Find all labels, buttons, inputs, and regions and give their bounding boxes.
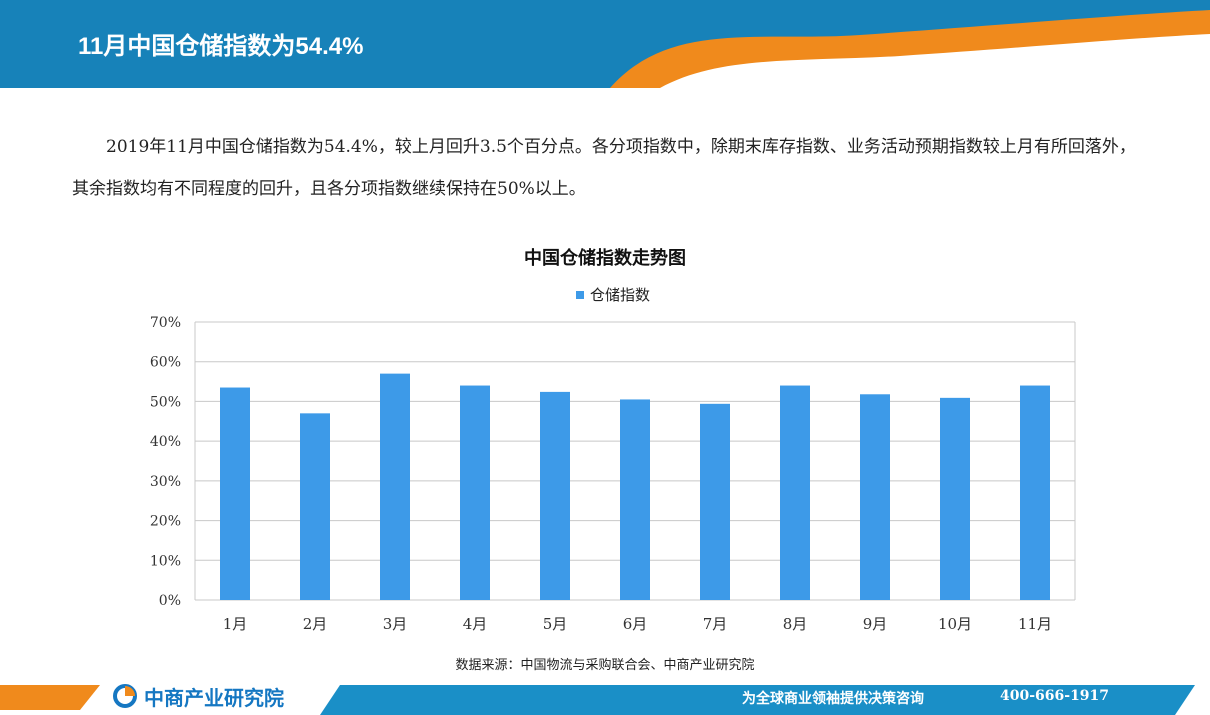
bar	[780, 385, 810, 600]
bar	[700, 403, 730, 600]
bar	[1020, 385, 1050, 600]
y-tick-label: 60%	[150, 355, 181, 371]
bar	[540, 391, 570, 600]
y-tick-label: 70%	[150, 315, 181, 331]
legend-swatch	[576, 290, 584, 299]
footer-background	[0, 685, 1195, 715]
bar	[220, 387, 250, 600]
chart-legend: 仓储指数	[576, 284, 650, 305]
y-tick-label: 30%	[150, 474, 181, 490]
bar	[620, 399, 650, 600]
bar	[460, 385, 490, 600]
legend-label: 仓储指数	[590, 286, 651, 304]
x-tick-label: 5月	[543, 615, 568, 633]
chart-title: 中国仓储指数走势图	[524, 248, 686, 269]
x-tick-label: 4月	[463, 615, 488, 633]
brand-name: 中商产业研究院	[144, 685, 284, 710]
bar	[940, 397, 970, 600]
bar	[380, 373, 410, 600]
x-tick-label: 6月	[623, 615, 648, 633]
header-background	[0, 0, 1210, 88]
footer-slogan: 为全球商业领袖提供决策咨询	[742, 691, 924, 707]
bar	[860, 394, 890, 600]
x-tick-label: 11月	[1018, 615, 1052, 633]
footer-bar	[0, 680, 1210, 715]
intro-paragraph: 2019年11月中国仓储指数为54.4%，较上月回升3.5个百分点。各分项指数中…	[72, 137, 1136, 199]
page-title: 11月中国仓储指数为54.4%	[78, 33, 364, 60]
bar-chart: 0% 10% 20% 30% 40% 50% 60% 70% 1月 2月 3月 4月 5月 6月 7月 8月 9…	[150, 315, 1076, 633]
intro-text: 2019年11月中国仓储指数为54.4%，较上月回升3.5个百分点。各分项指数中…	[72, 126, 1152, 210]
x-tick-label: 9月	[863, 615, 888, 633]
x-tick-label: 3月	[383, 615, 408, 633]
x-tick-label: 10月	[938, 615, 972, 633]
brand-logo: 中商产业研究院	[112, 683, 284, 710]
y-tick-label: 0%	[159, 593, 181, 609]
y-tick-label: 10%	[150, 553, 181, 569]
x-tick-label: 2月	[303, 615, 328, 633]
y-tick-label: 40%	[150, 434, 181, 450]
y-tick-label: 50%	[150, 394, 181, 410]
footer-phone: 400-666-1917	[1000, 688, 1110, 704]
y-tick-label: 20%	[150, 514, 181, 530]
x-tick-label: 8月	[783, 615, 808, 633]
brand-mark-icon	[113, 684, 137, 708]
bar	[300, 413, 330, 600]
data-source: 数据来源：中国物流与采购联合会、中商产业研究院	[455, 658, 755, 673]
x-tick-label: 7月	[703, 615, 728, 633]
x-tick-label: 1月	[223, 615, 248, 633]
header-banner: 11月中国仓储指数为54.4%	[0, 0, 1210, 88]
